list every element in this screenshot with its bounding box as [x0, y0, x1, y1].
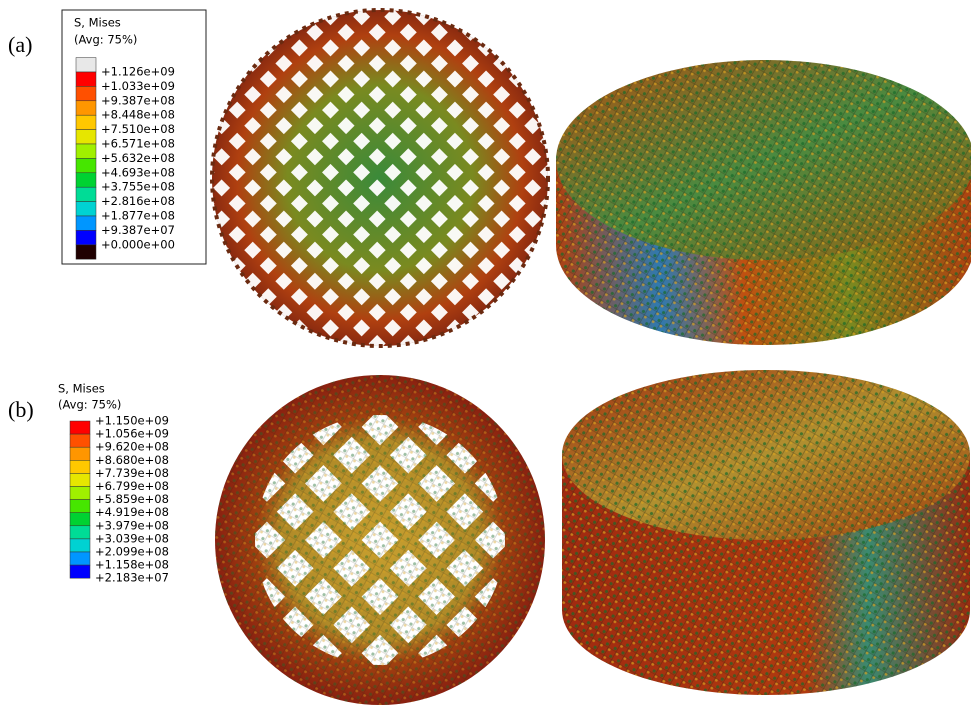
legend-swatch	[76, 130, 96, 144]
legend-swatch	[70, 460, 90, 473]
legend-title: S, Mises	[74, 16, 121, 30]
legend-swatch	[76, 158, 96, 172]
legend-label: +7.739e+08	[95, 466, 169, 480]
legend-label: +9.620e+08	[95, 440, 169, 454]
legend-label: +3.979e+08	[95, 518, 169, 532]
sphere-mesh	[215, 375, 545, 705]
legend-swatch	[76, 230, 96, 244]
legend-swatch	[70, 421, 90, 434]
legend-swatch	[76, 72, 96, 86]
legend-label: +5.859e+08	[95, 492, 169, 506]
lattice-holes	[200, 0, 560, 360]
legend-label: +7.510e+08	[101, 122, 175, 136]
legend-swatch	[76, 173, 96, 187]
legend-swatch	[76, 187, 96, 201]
legend-swatch	[76, 144, 96, 158]
lattice-sphere-b	[215, 375, 545, 705]
legend-label: +4.693e+08	[101, 165, 175, 179]
figure: (a) (b) S, Mises (Avg: 75%) S, Mises (Av…	[0, 0, 971, 706]
legend-swatch	[70, 473, 90, 486]
legend-title: S, Mises	[58, 382, 105, 396]
panel-label: (b)	[8, 397, 34, 422]
legend-swatch	[76, 216, 96, 230]
legend-swatch	[70, 447, 90, 460]
cylinder-mesh	[562, 370, 970, 540]
lattice-cylinder-b	[562, 370, 970, 695]
legend-label: +2.099e+08	[95, 545, 169, 559]
panel-label: (a)	[8, 32, 32, 57]
legend-label: +2.183e+07	[95, 571, 169, 585]
legend-label: +5.632e+08	[101, 151, 175, 165]
legend-swatch	[70, 539, 90, 552]
lattice-sphere-a	[200, 0, 560, 360]
legend-swatch	[70, 513, 90, 526]
legend-label: +0.000e+00	[101, 237, 175, 251]
legend-label: +1.158e+08	[95, 558, 169, 572]
legend-swatch	[70, 526, 90, 539]
legend-label: +9.387e+08	[101, 93, 175, 107]
legend-label: +8.448e+08	[101, 108, 175, 122]
legend-swatch	[70, 565, 90, 578]
legend-label: +1.877e+08	[101, 209, 175, 223]
legend-label: +1.126e+09	[101, 65, 175, 79]
legend-label: +1.150e+09	[95, 414, 169, 428]
legend-subtitle: (Avg: 75%)	[74, 33, 137, 47]
legend-swatch	[76, 202, 96, 216]
legend-label: +1.033e+09	[101, 79, 175, 93]
legend-label: +3.039e+08	[95, 531, 169, 545]
legend-swatch	[76, 245, 96, 259]
legend-label: +6.571e+08	[101, 137, 175, 151]
legend-swatch	[76, 58, 96, 72]
legend-label: +4.919e+08	[95, 505, 169, 519]
legend-swatch	[76, 101, 96, 115]
cylinder-mesh	[556, 60, 971, 260]
lattice-cylinder-a	[556, 60, 971, 345]
legend-swatch	[76, 115, 96, 129]
legend-label: +1.056e+09	[95, 427, 169, 441]
legend-swatch	[70, 434, 90, 447]
legend-label: +2.816e+08	[101, 194, 175, 208]
legend-swatch	[70, 487, 90, 500]
legend-label: +3.755e+08	[101, 180, 175, 194]
legend-swatch	[70, 500, 90, 513]
legend-label: +6.799e+08	[95, 479, 169, 493]
legend-label: +9.387e+07	[101, 223, 175, 237]
legend-swatch	[70, 552, 90, 565]
legend-a: +1.126e+09+1.033e+09+9.387e+08+8.448e+08…	[76, 58, 175, 260]
legend-label: +8.680e+08	[95, 453, 169, 467]
legend-b: +1.150e+09+1.056e+09+9.620e+08+8.680e+08…	[70, 414, 169, 585]
legend-subtitle: (Avg: 75%)	[58, 398, 121, 412]
legend-swatch	[76, 86, 96, 100]
